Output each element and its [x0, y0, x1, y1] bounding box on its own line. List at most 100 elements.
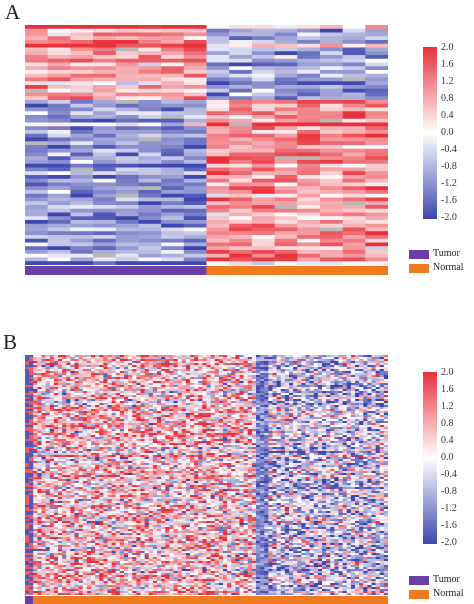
heatmap-cell	[37, 379, 42, 382]
heatmap-cell	[371, 395, 376, 398]
heatmap-cell	[136, 373, 141, 376]
heatmap-cell	[342, 163, 366, 168]
heatmap-cell	[280, 399, 286, 402]
heatmap-cell	[91, 397, 96, 400]
heatmap-cell	[235, 377, 240, 380]
heatmap-cell	[132, 431, 137, 434]
heatmap-cell	[330, 397, 335, 400]
heatmap-cell	[93, 28, 117, 33]
heatmap-cell	[297, 126, 321, 131]
heatmap-cell	[235, 441, 240, 444]
heatmap-cell	[41, 435, 46, 438]
heatmap-cell	[319, 126, 344, 131]
heatmap-cell	[264, 443, 269, 446]
heatmap-cell	[47, 186, 71, 191]
heatmap-cell	[301, 423, 306, 426]
heatmap-cell	[247, 429, 253, 432]
heatmap-cell	[251, 152, 275, 157]
heatmap-cell	[359, 363, 364, 366]
heatmap-cell	[93, 175, 117, 180]
heatmap-cell	[148, 385, 154, 388]
heatmap-cell	[231, 365, 236, 368]
heatmap-cell	[103, 379, 108, 382]
heatmap-cell	[169, 375, 174, 378]
heatmap-cell	[342, 36, 366, 41]
heatmap-cell	[115, 186, 139, 191]
heatmap-cell	[231, 413, 236, 416]
heatmap-cell	[313, 379, 319, 382]
heatmap-cell	[326, 429, 331, 432]
heatmap-cell	[66, 421, 71, 424]
heatmap-cell	[274, 62, 298, 67]
heatmap-cell	[218, 375, 224, 378]
heatmap-cell	[165, 415, 170, 418]
heatmap-cell	[53, 417, 59, 420]
heatmap-cell	[29, 381, 34, 384]
heatmap-cell	[99, 439, 104, 442]
heatmap-cell	[363, 369, 368, 372]
heatmap-cell	[115, 425, 121, 428]
heatmap-cell	[319, 197, 344, 202]
heatmap-a	[25, 25, 388, 265]
heatmap-cell	[379, 431, 385, 434]
heatmap-cell	[91, 381, 96, 384]
heatmap-cell	[128, 399, 133, 402]
heatmap-cell	[338, 385, 343, 388]
heatmap-cell	[322, 415, 327, 418]
heatmap-cell	[338, 415, 343, 418]
heatmap-cell	[214, 423, 220, 426]
heatmap-cell	[330, 433, 335, 436]
heatmap-cell	[115, 51, 139, 56]
heatmap-cell	[251, 257, 275, 262]
heatmap-cell	[334, 405, 339, 408]
heatmap-cell	[144, 395, 150, 398]
heatmap-cell	[111, 361, 117, 364]
heatmap-cell	[173, 425, 178, 428]
heatmap-cell	[70, 435, 75, 438]
heatmap-cell	[297, 411, 302, 414]
heatmap-cell	[260, 435, 265, 438]
heatmap-cell	[138, 250, 162, 255]
heatmap-cell	[169, 439, 174, 442]
heatmap-cell	[66, 399, 71, 402]
heatmap-cell	[383, 369, 388, 372]
heatmap-cell	[365, 145, 388, 150]
heatmap-cell	[260, 405, 265, 408]
heatmap-cell	[301, 359, 306, 362]
heatmap-cell	[350, 419, 356, 422]
heatmap-cell	[152, 411, 158, 414]
heatmap-cell	[115, 379, 121, 382]
heatmap-cell	[342, 118, 366, 123]
heatmap-cell	[53, 425, 59, 428]
heatmap-cell	[161, 365, 166, 368]
heatmap-cell	[177, 395, 183, 398]
heatmap-cell	[309, 419, 315, 422]
heatmap-cell	[355, 429, 360, 432]
heatmap-cell	[41, 419, 46, 422]
heatmap-cell	[53, 433, 59, 436]
heatmap-cell	[132, 407, 137, 410]
heatmap-cell	[365, 175, 388, 180]
heatmap-cell	[214, 403, 220, 406]
heatmap-cell	[272, 413, 277, 416]
heatmap-cell	[78, 423, 84, 426]
heatmap-cell	[346, 399, 352, 402]
heatmap-cell	[297, 115, 321, 120]
heatmap-cell	[74, 389, 79, 392]
heatmap-cell	[177, 429, 183, 432]
heatmap-cell	[25, 85, 49, 90]
heatmap-cell	[119, 359, 125, 362]
heatmap-cell	[206, 175, 230, 180]
heatmap-cell	[82, 375, 88, 378]
heatmap-cell	[152, 355, 158, 358]
heatmap-cell	[93, 231, 117, 236]
heatmap-cell	[371, 385, 376, 388]
heatmap-cell	[177, 357, 183, 360]
heatmap-cell	[95, 435, 100, 438]
heatmap-cell	[338, 441, 343, 444]
heatmap-cell	[251, 51, 275, 56]
heatmap-cell	[177, 397, 183, 400]
heatmap-cell	[169, 443, 174, 446]
heatmap-cell	[190, 377, 195, 380]
heatmap-cell	[247, 431, 253, 434]
